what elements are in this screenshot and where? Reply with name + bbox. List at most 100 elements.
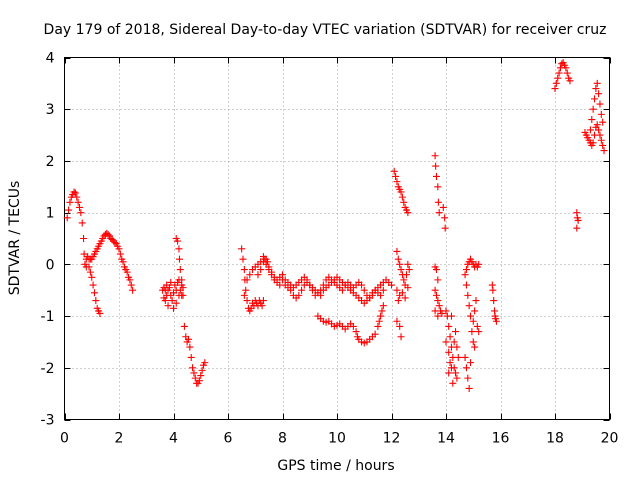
series-arc-2	[82, 229, 137, 294]
data-point	[89, 281, 97, 289]
data-point	[268, 268, 276, 276]
data-point	[396, 322, 404, 330]
data-point	[432, 266, 440, 274]
data-point	[445, 322, 453, 330]
data-point	[462, 364, 470, 372]
data-point	[298, 286, 306, 294]
data-point	[393, 317, 401, 325]
data-point	[201, 359, 209, 367]
data-point	[86, 268, 94, 276]
data-point	[377, 312, 385, 320]
data-point	[167, 278, 175, 286]
data-point	[592, 85, 600, 93]
data-point	[85, 263, 93, 271]
data-point	[552, 79, 560, 87]
data-point	[595, 126, 603, 134]
data-point	[566, 77, 574, 85]
data-point	[178, 276, 186, 284]
data-point	[243, 297, 251, 305]
series-arc-12	[431, 152, 443, 217]
data-point	[366, 294, 374, 302]
data-point	[90, 289, 98, 297]
data-point	[489, 286, 497, 294]
data-point	[404, 209, 412, 217]
data-point	[111, 239, 119, 247]
data-point	[119, 258, 127, 266]
y-tick-label: 3	[46, 102, 55, 118]
x-tick-label: 16	[492, 431, 510, 447]
data-point	[198, 366, 206, 374]
data-point	[464, 374, 472, 382]
data-point	[379, 302, 387, 310]
data-point	[397, 188, 405, 196]
data-point	[431, 307, 439, 315]
data-point	[597, 110, 605, 118]
data-point	[599, 118, 607, 126]
data-point	[303, 276, 311, 284]
data-point	[115, 245, 123, 253]
data-point	[170, 304, 177, 312]
data-point	[393, 286, 401, 294]
data-point	[404, 260, 412, 268]
data-point	[445, 348, 453, 356]
data-point	[127, 281, 135, 289]
data-point	[259, 297, 267, 305]
data-point	[279, 271, 286, 279]
data-point	[400, 198, 408, 206]
data-point	[398, 289, 406, 297]
y-tick-label: 4	[46, 51, 55, 67]
data-point	[464, 291, 472, 299]
series-arc-6	[238, 245, 267, 315]
y-axis-tick-labels: -3 -2 -1 0 1 2 3 4	[41, 51, 55, 429]
data-point	[349, 322, 357, 330]
data-point	[176, 266, 184, 274]
data-point	[475, 328, 483, 336]
data-point	[186, 343, 194, 351]
data-point	[65, 206, 73, 214]
data-point	[467, 359, 475, 367]
series-arc-9	[314, 302, 387, 347]
data-point	[126, 276, 134, 284]
data-point	[184, 335, 192, 343]
data-point	[175, 245, 183, 253]
data-point	[595, 90, 603, 98]
data-point	[405, 266, 413, 274]
data-point	[600, 147, 608, 155]
data-point	[434, 183, 442, 191]
data-point	[461, 271, 469, 279]
data-point	[397, 266, 405, 274]
data-point	[589, 139, 597, 147]
data-point	[471, 343, 479, 351]
data-point	[446, 333, 454, 341]
data-point	[441, 214, 449, 222]
x-tick-label: 20	[601, 431, 619, 447]
data-point	[454, 353, 462, 361]
data-point	[174, 237, 182, 245]
data-point	[77, 209, 85, 217]
data-point	[175, 255, 183, 263]
data-point	[446, 359, 454, 367]
data-point	[358, 281, 366, 289]
data-point	[377, 291, 385, 299]
data-point	[453, 343, 461, 351]
data-point	[238, 245, 246, 253]
data-point	[593, 79, 601, 87]
series-arc-4	[159, 276, 187, 312]
data-point	[179, 284, 187, 292]
data-point	[392, 172, 400, 180]
x-tick-label: 4	[169, 431, 178, 447]
data-point	[258, 302, 266, 310]
data-point	[254, 271, 262, 279]
data-point	[402, 271, 410, 279]
data-point	[465, 384, 473, 392]
data-points	[63, 59, 608, 392]
data-point	[295, 291, 303, 299]
data-point	[593, 121, 601, 129]
data-point	[129, 286, 137, 294]
data-point	[317, 291, 325, 299]
data-point	[401, 294, 409, 302]
data-point	[80, 235, 88, 242]
data-point	[394, 255, 402, 263]
data-point	[73, 193, 81, 201]
